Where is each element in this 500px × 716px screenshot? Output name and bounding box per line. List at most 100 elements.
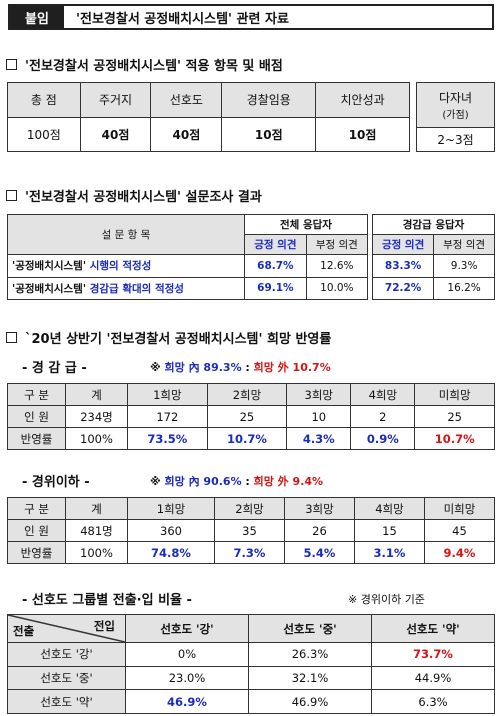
scoring-header: 경찰임용 — [221, 82, 317, 118]
survey-value: 68.7% — [244, 254, 307, 278]
col-header: 2희망 — [214, 497, 285, 520]
survey-pos-header: 긍정 의견 — [371, 234, 435, 255]
section-3-heading: `20년 상반기 '전보경찰서 공정배치시스템' 희망 반영률 — [6, 328, 331, 347]
survey-value: 72.2% — [371, 276, 435, 300]
cell: 0.9% — [350, 427, 416, 450]
cell: 26.3% — [248, 642, 372, 667]
group-1-note: ※ 희망 內 89.3% : 희망 外 10.7% — [150, 359, 331, 375]
scoring-value: 100점 — [7, 116, 81, 152]
col-header: 구 분 — [7, 383, 66, 406]
col-header: 4희망 — [350, 383, 416, 406]
reflection-table-group-1: 구 분 계 1희망 2희망 3희망 4희망 미희망 인 원 234명 172 2… — [7, 383, 495, 450]
cell: 10 — [286, 405, 352, 428]
section-4-label: - 선호도 그룹별 전출·입 비율 - — [22, 593, 192, 608]
survey-value: 9.3% — [433, 254, 495, 278]
cell: 15 — [353, 519, 425, 542]
checkbox-bullet-icon — [6, 332, 17, 343]
scoring-value: 10점 — [315, 116, 410, 152]
attachment-tag: 붙임 — [10, 6, 64, 28]
col-header: 계 — [65, 497, 128, 520]
survey-question: '공정배치시스템' 시행의 적정성 — [7, 254, 245, 278]
cell: 100% — [65, 541, 128, 564]
survey-question-focus: 시행의 적정성 — [89, 260, 152, 273]
survey-question-prefix: '공정배치시스템' — [12, 282, 90, 295]
scoring-header: 치안성과 — [315, 82, 410, 118]
reflection-table-group-2: 구 분 계 1희망 2희망 3희망 4희망 미희망 인 원 481명 360 3… — [7, 497, 496, 564]
survey-question-focus: 경감급 확대의 적정성 — [89, 282, 184, 295]
note-in: 희망 內 89.3% — [164, 361, 242, 374]
survey-group-managers: 경감급 응답자 — [372, 214, 495, 235]
cell: 10.7% — [206, 427, 288, 450]
col-header: 3희망 — [283, 497, 355, 520]
row-label: 선호도 '중' — [7, 665, 126, 691]
cell: 3.1% — [353, 541, 425, 564]
transfer-ratio-table: 전입 전출 선호도 '강' 선호도 '중' 선호도 '약' 선호도 '강' 0%… — [7, 614, 495, 714]
cell: 45 — [423, 519, 496, 542]
cell: 26 — [283, 519, 355, 542]
survey-pos-header: 긍정 의견 — [244, 234, 307, 255]
col-header: 1희망 — [127, 497, 215, 520]
col-header: 4희망 — [353, 497, 425, 520]
row-label: 인 원 — [7, 405, 66, 428]
survey-value: 16.2% — [433, 276, 495, 300]
cell: 172 — [127, 405, 208, 428]
cell: 0% — [125, 642, 249, 667]
col-header: 3희망 — [286, 383, 352, 406]
cell: 100% — [65, 427, 128, 450]
cell: 234명 — [65, 405, 128, 428]
row-label: 반영률 — [7, 427, 66, 450]
bonus-header-main: 다자녀 — [438, 90, 473, 105]
section-4-note: ※ 경위이하 기준 — [348, 593, 425, 606]
cell: 360 — [127, 519, 215, 542]
scoring-header: 총 점 — [7, 82, 81, 118]
note-prefix: ※ — [150, 475, 165, 488]
cell: 9.4% — [423, 541, 496, 564]
scoring-value: 40점 — [79, 116, 152, 152]
note-in: 희망 內 90.6% — [164, 475, 242, 488]
survey-question-prefix: '공정배치시스템' — [12, 260, 90, 273]
corner-header: 전입 전출 — [7, 614, 126, 643]
cell: 73.5% — [127, 427, 208, 450]
survey-value: 83.3% — [371, 254, 435, 278]
cell: 7.3% — [214, 541, 285, 564]
cell: 74.8% — [127, 541, 215, 564]
checkbox-bullet-icon — [6, 190, 17, 201]
note-out: 희망 外 10.7% — [253, 361, 331, 374]
bonus-table: 다자녀 (가점) 2~3점 — [416, 82, 495, 153]
page-title: '전보경찰서 공정배치시스템' 관련 자료 — [76, 11, 289, 27]
cell: 25 — [206, 405, 288, 428]
col-header: 선호도 '강' — [125, 614, 249, 643]
cell: 35 — [214, 519, 285, 542]
cell: 46.9% — [248, 689, 372, 714]
survey-value: 69.1% — [244, 276, 307, 300]
row-label: 선호도 '약' — [7, 689, 126, 714]
cell: 25 — [414, 405, 495, 428]
section-2-title: '전보경찰서 공정배치시스템' 설문조사 결과 — [25, 190, 262, 205]
survey-value: 10.0% — [305, 276, 369, 300]
cell: 73.7% — [371, 642, 495, 667]
group-2-note: ※ 희망 內 90.6% : 희망 外 9.4% — [150, 473, 323, 489]
row-label: 선호도 '강' — [7, 642, 126, 667]
survey-table-managers: 경감급 응답자 긍정 의견 부정 의견 83.3% 9.3% 72.2% 16.… — [371, 214, 495, 300]
note-prefix: ※ — [150, 361, 165, 374]
row-label: 인 원 — [7, 519, 66, 542]
cell: 32.1% — [248, 665, 372, 691]
col-header: 구 분 — [7, 497, 66, 520]
col-header: 미희망 — [423, 497, 496, 520]
survey-neg-header: 부정 의견 — [305, 234, 369, 255]
corner-in-label: 전입 — [93, 619, 115, 633]
section-3-title: `20년 상반기 '전보경찰서 공정배치시스템' 희망 반영률 — [25, 332, 332, 347]
cell: 23.0% — [125, 665, 249, 691]
survey-neg-header: 부정 의견 — [433, 234, 495, 255]
survey-table: 설 문 항 목 전체 응답자 긍정 의견 부정 의견 '공정배치시스템' 시행의… — [7, 214, 369, 300]
group-1-label: - 경 감 급 - — [22, 361, 87, 376]
cell: 481명 — [65, 519, 128, 542]
cell: 10.7% — [414, 427, 495, 450]
survey-group-all: 전체 응답자 — [244, 214, 368, 235]
survey-item-header: 설 문 항 목 — [7, 214, 245, 255]
cell: 46.9% — [125, 689, 249, 714]
page-header: 붙임 '전보경찰서 공정배치시스템' 관련 자료 — [8, 4, 494, 30]
section-1-heading: '전보경찰서 공정배치시스템' 적용 항목 및 배점 — [6, 55, 283, 74]
survey-value: 12.6% — [305, 254, 369, 278]
scoring-value: 40점 — [150, 116, 223, 152]
